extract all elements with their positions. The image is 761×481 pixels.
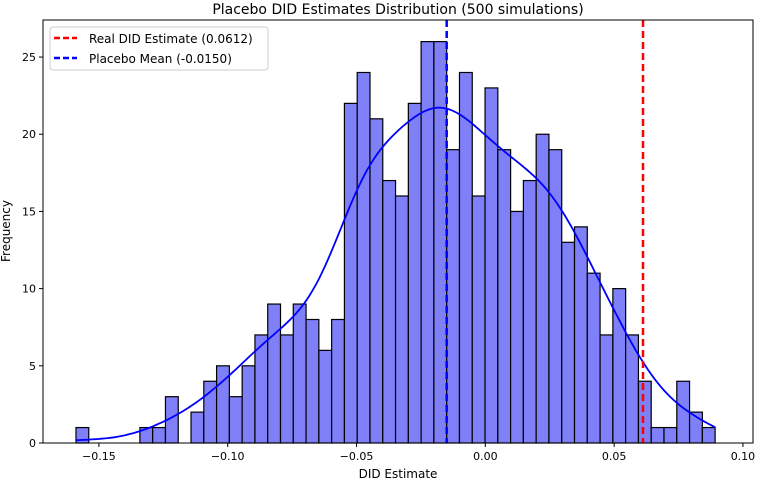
histogram-bar	[228, 396, 243, 444]
y-tick-label: 5	[29, 360, 36, 373]
histogram-bar	[343, 102, 358, 444]
histogram-bar	[522, 179, 537, 444]
plot-frame	[42, 19, 754, 444]
histogram-bar	[650, 426, 665, 444]
histogram-bar	[407, 102, 422, 444]
histogram-bar	[446, 149, 461, 444]
x-tick-label: 0.05	[602, 450, 627, 463]
histogram-bar	[152, 426, 167, 444]
histogram-bar	[433, 41, 448, 444]
x-tick-label: 0.00	[473, 450, 498, 463]
y-axis-label: Frequency	[0, 200, 13, 262]
histogram-bar	[382, 179, 397, 444]
histogram-bar	[254, 334, 269, 444]
x-tick-label: −0.10	[211, 450, 245, 463]
histogram-bar	[663, 426, 678, 444]
legend-label-placebo-mean: Placebo Mean (-0.0150)	[89, 52, 232, 66]
x-tick-label: −0.05	[340, 450, 374, 463]
histogram-bar	[394, 195, 409, 444]
histogram-bar	[510, 210, 524, 444]
histogram-bar	[292, 303, 307, 444]
histogram-bar	[331, 318, 346, 444]
x-axis-label: DID Estimate	[359, 467, 438, 481]
histogram-bar	[561, 241, 576, 444]
histogram-bar	[318, 349, 333, 444]
histogram-bar	[497, 149, 512, 444]
histogram-bar	[599, 334, 614, 444]
histogram-bar	[279, 334, 294, 444]
histogram-bar	[190, 411, 205, 444]
y-tick-label: 25	[22, 51, 36, 64]
legend-box	[49, 26, 269, 71]
histogram-bar	[458, 71, 473, 444]
y-tick-label: 20	[22, 128, 36, 141]
legend-label-real-did: Real DID Estimate (0.0612)	[89, 32, 253, 46]
histogram-bar	[203, 380, 218, 444]
histogram-bar	[267, 303, 282, 444]
y-tick-label: 0	[29, 437, 36, 450]
legend: Real DID Estimate (0.0612) Placebo Mean …	[49, 26, 269, 71]
histogram-bar	[305, 318, 320, 444]
kde-curve	[75, 106, 716, 442]
histogram-bar	[701, 426, 716, 444]
histogram-bar	[586, 272, 601, 444]
histogram-bar	[356, 71, 371, 444]
chart-title: Placebo DID Estimates Distribution (500 …	[212, 2, 583, 18]
histogram-bar	[241, 365, 256, 444]
x-tick-label: 0.10	[731, 450, 756, 463]
y-tick-label: 15	[22, 205, 36, 218]
histogram-bar	[471, 195, 486, 444]
y-tick-label: 10	[22, 283, 36, 296]
histogram-bar	[420, 41, 435, 444]
histogram-bar	[573, 226, 588, 444]
histogram-bar	[369, 118, 384, 444]
histogram-bar	[637, 380, 652, 444]
x-tick-label: −0.15	[82, 450, 116, 463]
